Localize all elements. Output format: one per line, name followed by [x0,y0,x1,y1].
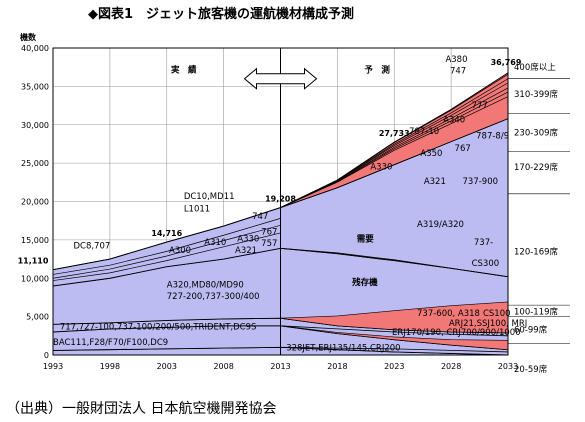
total-label: 19,208 [265,195,296,204]
annotation-label: 727-200,737-300/400 [167,292,260,302]
area-series [52,71,509,356]
total-label: 36,769 [491,58,522,67]
annotation-label: ARJ21,SSJ100, MRJ [449,319,527,329]
annotation-label: 767 [455,144,471,154]
annotation-label: A320,MD80/MD90 [167,280,244,290]
annotation-label: 328JET,ERJ135/145,CRJ200 [286,343,400,353]
seat-segment-line [52,224,281,279]
annotation-label: 737-900 [463,177,499,187]
y-tick-label: 0 [44,351,49,360]
x-tick-label: 2023 [384,362,404,371]
y-axis-label: 機数 [20,32,37,42]
annotation-label: A300 [169,246,191,256]
period-label-actual: 実 績 [171,65,197,76]
x-tick-label: 2028 [441,362,461,371]
annotation-label: 767 [261,228,277,238]
forecast-boundary-line [280,247,509,278]
annotation-label: A330 [370,162,392,172]
annotation-label: BAC111,F28/F70/F100,DC9 [53,338,168,348]
annotation-label: ERJ170/190, CRJ700/900/1000 [392,328,521,338]
seat-class-label: 20-59席 [514,364,548,375]
total-label: 14,716 [151,229,182,238]
seat-class-label: 120-169席 [514,246,559,257]
seat-class-label: 170-229席 [514,162,559,173]
forecast-boundary-line [280,346,509,353]
forecast-boundary-line [280,325,509,337]
y-tick-label: 20,000 [21,198,49,207]
chart-extras: 実 績 予 測 11,110 14,716 19,208 27,733 36,769400席… [18,58,570,375]
demand-segment-line [280,96,509,208]
annotation-label: 777 [472,101,488,111]
annotation-label: A310 [204,238,226,248]
x-tick-label: 1993 [43,362,63,371]
annotation-label: 747 [252,212,268,222]
y-tick-label: 10,000 [21,274,49,283]
annotation-label: 787-10 [409,127,439,137]
annotation-label: L1011 [184,204,210,214]
annotation-label: CS300 [472,259,500,269]
y-tick-label: 5,000 [26,313,49,322]
page-title: ◆図表1 ジェット旅客機の運航機材構成予測 [88,7,355,22]
total-label: 27,733 [379,129,410,138]
annotation-label: A330 [237,234,259,244]
seat-class-label: 400席以上 [514,62,556,73]
seat-segment-line [52,232,281,281]
y-tick-label: 15,000 [21,236,49,245]
annotation-label: DC10,MD11 [184,192,235,202]
seat-class-label: 230-309席 [514,127,559,138]
x-tick-label: 2008 [213,362,233,371]
x-tick-label: 2003 [157,362,177,371]
double-arrow-icon [243,67,318,90]
source-credit: （出典）一般財団法人 日本航空機開発協会 [6,401,277,417]
annotation-label: DC8,707 [73,241,110,251]
annotation-label: A321 [424,177,446,187]
seat-class-label: 310-399席 [514,89,559,100]
annotations: DC8,707 DC10,MD11 L1011 747 A310 A300 A330 A321… [53,55,527,354]
annotation-label: 747 [450,66,466,76]
axes: 0 5,000 10,000 15,000 20,000 25,000 30,000 35,0… [20,32,518,371]
seat-segment-line [52,218,281,275]
annotation-label: 737- [474,238,493,248]
y-tick-label: 40,000 [21,44,49,53]
y-tick-label: 30,000 [21,121,49,130]
seat-class-label: 60-99席 [514,325,548,336]
y-tick-label: 35,000 [21,82,49,91]
annotation-label: 787-8/9 [476,132,509,142]
x-tick-label: 2013 [270,362,290,371]
annotation-label: 757 [261,239,277,249]
annotation-label: A319/A320 [417,220,464,230]
seat-class-label: 100-119席 [514,306,559,317]
annotation-label: 737-600, A318 [417,309,480,319]
annotation-label: CS100 [483,309,511,319]
annotation-label: A380 [445,55,467,65]
x-tick-label: 2018 [327,362,347,371]
period-label-forecast: 予 測 [364,65,390,76]
annotation-label: A350 [420,149,442,159]
annotation-label: A340 [443,115,465,125]
y-tick-label: 25,000 [21,159,49,168]
annotation-label: 残存機 [352,277,378,288]
total-label: 11,110 [18,257,49,266]
annotation-label: A321 [235,246,257,256]
x-tick-label: 1998 [100,362,120,371]
annotation-label: 717,727-100,737-100/200/500,TRIDENT,DC9S [60,323,257,333]
annotation-label: 需要 [357,233,375,244]
x-tick-label: 2033 [498,362,518,371]
